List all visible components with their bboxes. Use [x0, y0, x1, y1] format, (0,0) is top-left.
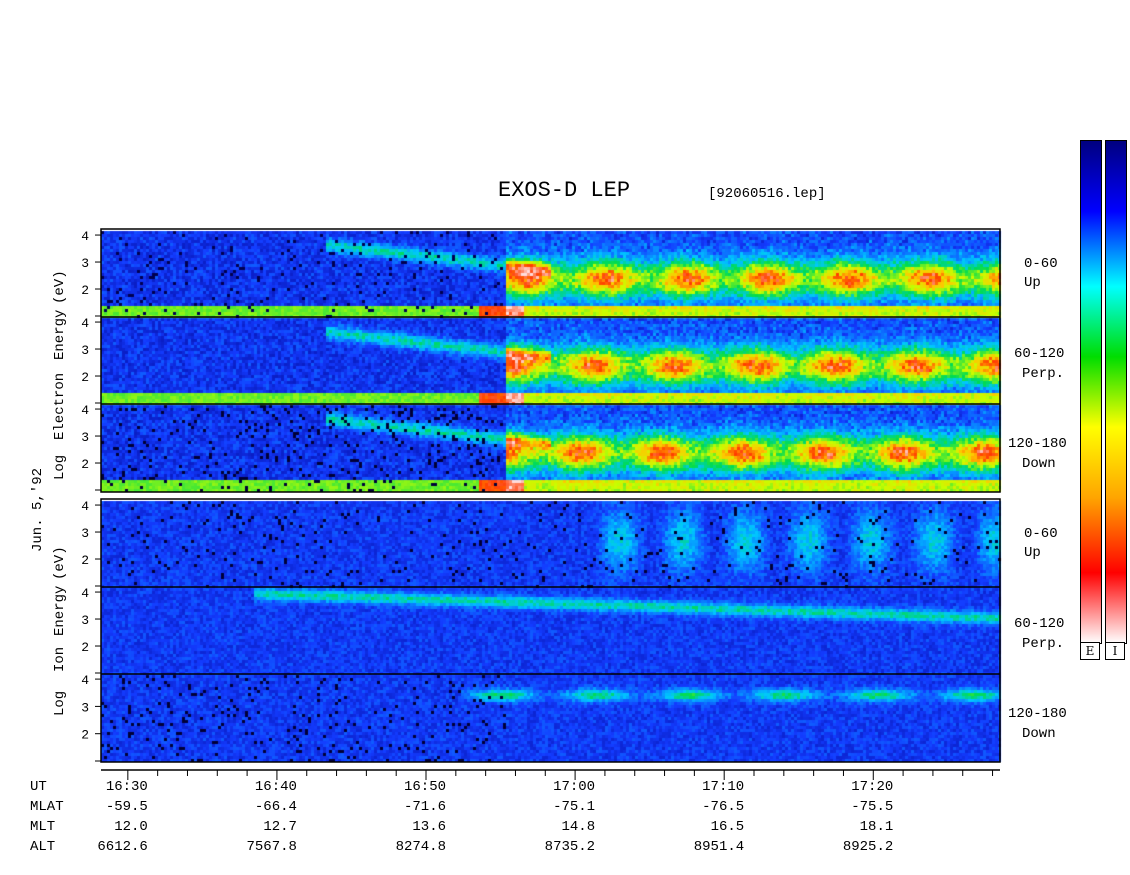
electron-unit-label: (eV)	[52, 270, 68, 304]
footer-value: 16:50	[403, 779, 446, 795]
footer-value: 6612.6	[97, 839, 148, 855]
footer-value: 8735.2	[544, 839, 596, 855]
footer-row-label: UT	[30, 779, 47, 795]
y-tick-label: 4	[81, 586, 89, 601]
y-tick-label: 2	[81, 283, 89, 298]
footer-value: -59.5	[105, 799, 148, 815]
y-tick-label: 3	[81, 256, 89, 271]
footer-value: 16:30	[105, 779, 148, 795]
e-panel1-dir: Up	[1024, 275, 1041, 291]
y-tick-label: 4	[81, 403, 89, 418]
footer-value: 17:00	[553, 779, 596, 795]
colorbar-ion-label: I	[1105, 642, 1125, 660]
y-tick-label: 3	[81, 430, 89, 445]
footer-value: 14.8	[561, 819, 596, 835]
footer-value: 17:10	[702, 779, 745, 795]
y-tick-label: 2	[81, 553, 89, 568]
footer-value: 7567.8	[246, 839, 297, 855]
i-panel2-pitch: 60-120	[1014, 616, 1065, 632]
footer-value: 16:40	[254, 779, 297, 795]
e-panel2-pitch: 60-120	[1014, 346, 1065, 362]
electron-energy-label: Energy	[52, 309, 68, 360]
i-panel3-dir: Down	[1022, 726, 1056, 742]
footer-value: 12.0	[114, 819, 148, 835]
y-tick-label: 4	[81, 673, 89, 688]
footer-value: 8274.8	[395, 839, 446, 855]
y-tick-label: 4	[81, 499, 89, 514]
footer-value: -75.1	[553, 799, 596, 815]
ion-log-label: Log	[52, 690, 68, 716]
ion-frame	[100, 498, 1001, 763]
footer-value: 8951.4	[693, 839, 745, 855]
footer-row-label: ALT	[30, 839, 56, 855]
footer-value: 18.1	[859, 819, 894, 835]
footer-value: 16.5	[710, 819, 745, 835]
e-panel1-pitch: 0-60	[1024, 256, 1058, 272]
ion-energy-label: Energy	[52, 585, 68, 636]
ion-species-label: Ion	[52, 646, 68, 672]
y-tick-label: 3	[81, 700, 89, 715]
figure-title: EXOS-D LEP	[498, 178, 631, 203]
y-tick-label: 2	[81, 728, 89, 743]
footer-value: -66.4	[254, 799, 297, 815]
file-name: [92060516.lep]	[708, 186, 826, 202]
y-tick-label: 4	[81, 229, 89, 244]
y-tick-label: 4	[81, 316, 89, 331]
footer-value: 12.7	[263, 819, 297, 835]
date-label: Jun. 5,'92	[30, 467, 46, 552]
footer-value: -75.5	[851, 799, 894, 815]
i-panel1-dir: Up	[1024, 545, 1041, 561]
i-panel2-dir: Perp.	[1022, 636, 1065, 652]
colorbar-ion	[1105, 140, 1127, 644]
y-tick-label: 3	[81, 343, 89, 358]
y-tick-label: 3	[81, 613, 89, 628]
e-panel3-pitch: 120-180	[1008, 436, 1067, 452]
y-tick-label: 2	[81, 640, 89, 655]
y-tick-label: 2	[81, 370, 89, 385]
footer-row-label: MLT	[30, 819, 56, 835]
electron-species-label: Electron	[52, 372, 68, 440]
colorbar-electron-label: E	[1080, 642, 1100, 660]
y-tick-label: 3	[81, 526, 89, 541]
electron-log-label: Log	[52, 454, 68, 480]
footer-value: 13.6	[412, 819, 446, 835]
y-tick-label: 2	[81, 457, 89, 472]
i-panel3-pitch: 120-180	[1008, 706, 1067, 722]
e-panel3-dir: Down	[1022, 456, 1056, 472]
electron-frame	[100, 228, 1001, 493]
i-panel1-pitch: 0-60	[1024, 526, 1058, 542]
e-panel2-dir: Perp.	[1022, 366, 1065, 382]
ion-unit-label: (eV)	[52, 546, 68, 580]
footer-value: -71.6	[403, 799, 446, 815]
footer-value: 8925.2	[842, 839, 894, 855]
footer-value: 17:20	[851, 779, 894, 795]
footer-value: -76.5	[702, 799, 745, 815]
footer-row-label: MLAT	[30, 799, 64, 815]
colorbar-electron	[1080, 140, 1102, 644]
